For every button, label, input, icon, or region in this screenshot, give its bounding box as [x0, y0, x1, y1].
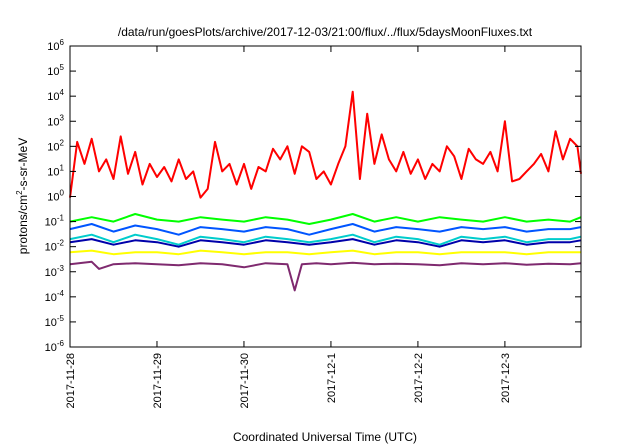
- y-tick-exponent: 1: [60, 163, 65, 172]
- y-tick-exponent: 3: [60, 113, 65, 122]
- y-axis-label-unit: protons/cm: [16, 195, 30, 254]
- y-tick-base: 10: [47, 166, 59, 178]
- y-tick-label: 10-5: [45, 314, 65, 329]
- y-tick-exponent: -5: [57, 314, 65, 323]
- y-tick-label: 10-6: [45, 339, 65, 354]
- series-line-3: [69, 233, 582, 246]
- y-tick-base: 10: [45, 242, 57, 254]
- y-tick-exponent: -6: [57, 339, 65, 348]
- y-tick-label: 100: [47, 189, 64, 204]
- y-tick-base: 10: [47, 41, 59, 53]
- series-line-1: [69, 90, 582, 199]
- y-tick-label: 10-2: [45, 239, 65, 254]
- y-tick-base: 10: [45, 217, 57, 229]
- x-tick-label: 2017-11-29: [152, 353, 164, 408]
- y-tick-label: 103: [47, 113, 64, 128]
- y-tick-base: 10: [47, 192, 59, 204]
- x-tick-label: 2017-11-28: [65, 353, 77, 408]
- y-tick-base: 10: [45, 342, 57, 354]
- y-tick-exponent: 0: [60, 189, 65, 198]
- series-line-2: [69, 213, 582, 225]
- series-layer: [69, 90, 582, 292]
- y-axis-label-rest: -s-sr-MeV: [16, 138, 30, 191]
- y-tick-base: 10: [45, 292, 57, 304]
- y-axis: 10-610-510-410-310-210-11001011021031041…: [45, 38, 581, 354]
- x-tick-label: 2017-12-2: [413, 353, 425, 403]
- y-tick-exponent: -2: [57, 239, 65, 248]
- y-tick-base: 10: [47, 141, 59, 153]
- y-tick-exponent: 5: [60, 63, 65, 72]
- x-tick-label: 2017-12-3: [500, 353, 512, 403]
- y-tick-base: 10: [47, 116, 59, 128]
- x-tick-label: 2017-11-30: [239, 353, 251, 408]
- series-line-6: [69, 249, 581, 256]
- y-tick-exponent: -4: [57, 289, 65, 298]
- y-tick-label: 105: [47, 63, 64, 78]
- x-tick-label: 2017-12-1: [326, 353, 338, 403]
- y-tick-label: 10-1: [45, 214, 65, 229]
- x-axis: 2017-11-28 2017-11-29 2017-11-30 2017-12-1 2…: [65, 46, 512, 408]
- y-tick-exponent: 4: [60, 88, 65, 97]
- y-tick-base: 10: [45, 267, 57, 279]
- y-tick-exponent: 2: [60, 138, 65, 147]
- chart-title: /data/run/goesPlots/archive/2017-12-03/2…: [118, 25, 533, 39]
- series-line-5: [69, 238, 582, 248]
- y-tick-label: 10-3: [45, 264, 65, 279]
- series-line-7: [69, 260, 582, 292]
- plot-frame: [69, 45, 582, 348]
- y-tick-exponent: 6: [60, 38, 65, 47]
- y-tick-label: 101: [47, 163, 64, 178]
- y-tick-label: 102: [47, 138, 64, 153]
- y-tick-label: 10-4: [45, 289, 65, 304]
- x-axis-label: Coordinated Universal Time (UTC): [233, 430, 417, 444]
- y-tick-label: 106: [47, 38, 64, 53]
- y-tick-base: 10: [47, 91, 59, 103]
- y-tick-exponent: -3: [57, 264, 65, 273]
- series-line-4: [69, 223, 582, 236]
- y-axis-label-exponent: 2: [15, 190, 24, 195]
- y-tick-label: 104: [47, 88, 64, 103]
- y-tick-base: 10: [45, 317, 57, 329]
- y-tick-base: 10: [47, 66, 59, 78]
- y-tick-exponent: -1: [57, 214, 65, 223]
- y-axis-label: protons/cm2-s-sr-MeV: [15, 138, 30, 254]
